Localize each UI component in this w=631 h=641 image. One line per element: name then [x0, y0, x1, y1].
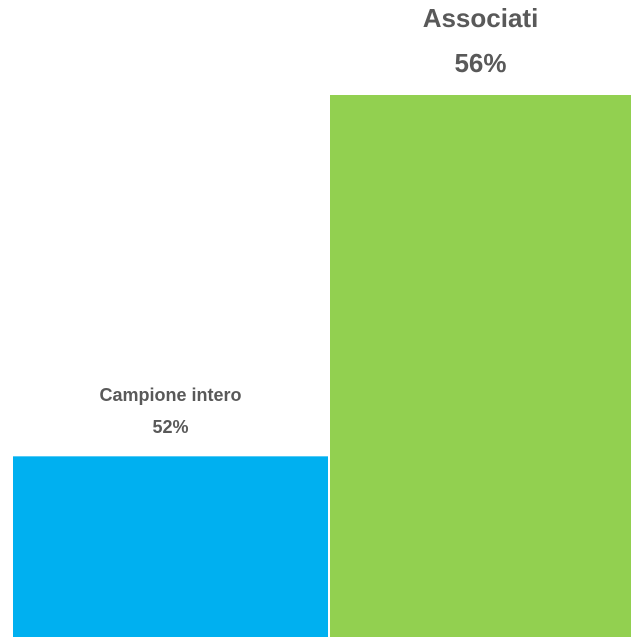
value-label: 56%: [454, 48, 506, 78]
value-label: 52%: [152, 417, 188, 437]
category-label: Associati: [423, 3, 539, 33]
bar: [13, 456, 328, 637]
category-label: Campione intero: [99, 385, 241, 405]
bar: [330, 95, 631, 637]
